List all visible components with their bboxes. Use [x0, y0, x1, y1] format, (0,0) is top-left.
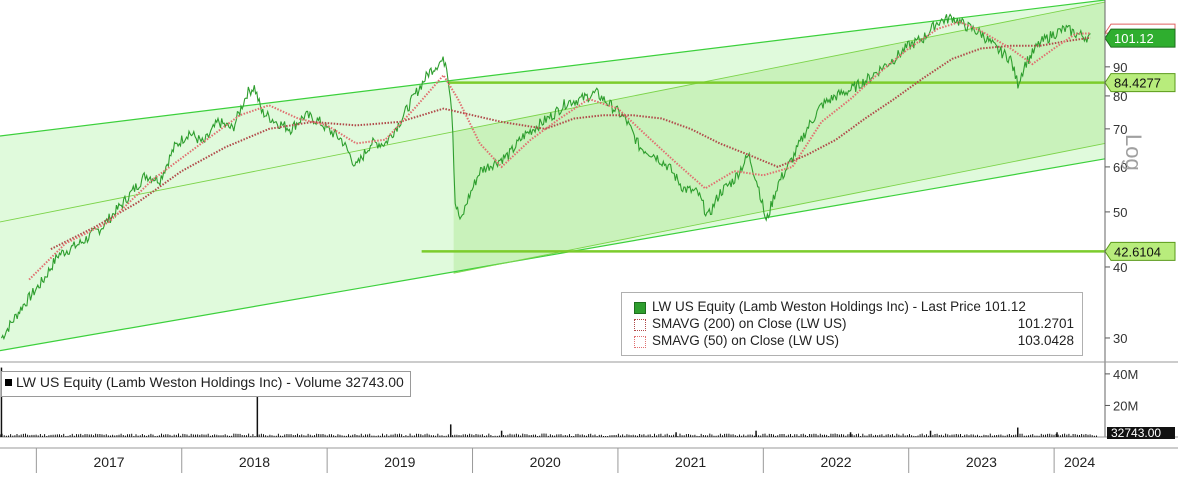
- y-tick-label-5: 80: [1113, 89, 1127, 104]
- y-tick-label-3: 60: [1113, 160, 1127, 175]
- level-tag-1-shape: [1104, 241, 1176, 261]
- y-tick-label-0: 30: [1113, 331, 1127, 346]
- level-tag-1-text: 42.6104: [1114, 244, 1161, 259]
- legend-price-swatch-icon: [634, 302, 646, 314]
- legend-row-last-price: LW US Equity (Lamb Weston Holdings Inc) …: [626, 299, 1074, 316]
- legend-label-last-price: LW US Equity (Lamb Weston Holdings Inc) …: [652, 299, 1026, 314]
- last-price-tag-shape: [1104, 28, 1176, 48]
- outer-channel-lower-line: [0, 158, 1106, 352]
- volume-tick-label-1: 20M: [1113, 398, 1138, 413]
- volume-last-tag-text: 32743.00: [1111, 426, 1161, 440]
- y-tick-label-4: 70: [1113, 122, 1127, 137]
- chart-legend: LW US Equity (Lamb Weston Holdings Inc) …: [621, 292, 1083, 356]
- legend-label-sma50: SMAVG (50) on Close (LW US): [652, 333, 840, 348]
- sma50-line: [28, 20, 1091, 281]
- year-label-2018: 2018: [239, 454, 270, 470]
- legend-sma50-swatch-icon: [634, 336, 646, 348]
- level-tag-0: 84.4277: [1104, 73, 1176, 93]
- last-price-tag-text: 101.12: [1114, 31, 1154, 46]
- level-tag-0-text: 84.4277: [1114, 76, 1161, 91]
- volume-square-icon: [5, 379, 12, 386]
- sma200-line: [50, 36, 1091, 250]
- year-label-2020: 2020: [530, 454, 561, 470]
- year-label-2022: 2022: [820, 454, 851, 470]
- year-label-2019: 2019: [384, 454, 415, 470]
- legend-value-sma200: 101.2701: [1017, 316, 1074, 331]
- volume-tick-label-0: 40M: [1113, 367, 1138, 382]
- level-tag-1: 42.6104: [1104, 241, 1176, 261]
- volume-title: LW US Equity (Lamb Weston Holdings Inc) …: [16, 374, 404, 390]
- volume-panel-label: LW US Equity (Lamb Weston Holdings Inc) …: [1, 371, 411, 397]
- year-label-2024: 2024: [1064, 454, 1095, 470]
- y-tick-label-1: 40: [1113, 260, 1127, 275]
- log-scale-label: Log: [1121, 134, 1146, 171]
- inner-channel-fill: [453, 2, 1105, 274]
- y-tick-label-2: 50: [1113, 205, 1127, 220]
- year-label-2021: 2021: [675, 454, 706, 470]
- y-tick-label-6: 90: [1113, 60, 1127, 75]
- legend-sma200-swatch-icon: [634, 319, 646, 331]
- level-tag-0-shape: [1104, 73, 1176, 93]
- legend-label-sma200: SMAVG (200) on Close (LW US): [652, 316, 847, 331]
- outer-channel-upper-line: [0, 0, 1106, 137]
- legend-row-sma200: SMAVG (200) on Close (LW US) 101.2701: [626, 316, 1074, 333]
- legend-value-sma50: 103.0428: [1017, 333, 1074, 348]
- price-series-line: [1, 13, 1091, 341]
- year-label-2017: 2017: [93, 454, 124, 470]
- volume-bars: [0, 433, 1097, 437]
- volume-last-tag-bg: [1107, 427, 1175, 439]
- legend-row-sma50: SMAVG (50) on Close (LW US) 103.0428: [626, 333, 1074, 350]
- last-price-tag: 101.12: [1104, 28, 1176, 48]
- year-label-2023: 2023: [966, 454, 997, 470]
